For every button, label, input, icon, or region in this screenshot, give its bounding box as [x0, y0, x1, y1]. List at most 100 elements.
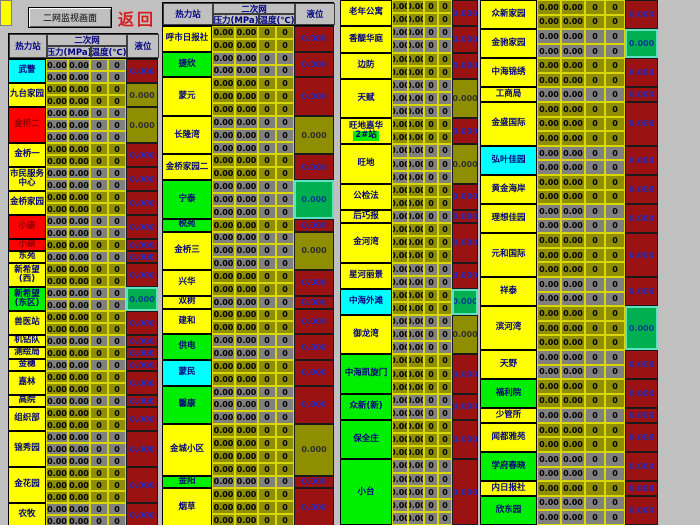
station-cell[interactable]: 市民服务中心 [8, 167, 46, 191]
station-row-group: 元和国际 0.00 0.00 0 0 0.00 0.00 0 0 0.00 0.00 0 0 0.000 [480, 233, 658, 278]
station-cell[interactable]: 组织部 [8, 407, 46, 431]
station-cell[interactable]: 保全庄 [340, 420, 392, 460]
station-cell[interactable]: 老年公寓 [340, 0, 392, 27]
station-cell[interactable]: 内日报社 [480, 481, 537, 496]
pressure-value: 0.00 [561, 0, 585, 15]
temperature-value: 0 [424, 446, 438, 460]
station-cell[interactable]: 金桥三 [162, 231, 212, 271]
station-cell[interactable]: 众新家园 [480, 0, 537, 30]
station-cell[interactable]: 金桥家园二 [162, 154, 212, 181]
temperature-value: 0 [108, 179, 126, 191]
station-cell[interactable]: 捷欣 [162, 51, 212, 78]
station-cell[interactable]: 兴华 [162, 270, 212, 296]
station-cell[interactable]: 元和国际 [480, 233, 537, 278]
station-cell[interactable]: 旺地嘉华 2#站 [340, 118, 392, 145]
station-cell[interactable]: 双树 [162, 295, 212, 309]
station-cell[interactable]: 金盛国际 [480, 102, 537, 146]
station-cell[interactable]: 中海外滩 [340, 288, 392, 315]
station-cell[interactable]: 小康 [8, 215, 46, 239]
temperature-value: 0 [438, 65, 452, 79]
station-cell[interactable]: 众新(新) [340, 393, 392, 420]
station-cell[interactable]: 蒙民 [162, 359, 212, 386]
station-cell[interactable]: 公检法 [340, 183, 392, 210]
station-cell[interactable]: 后巧报 [340, 210, 392, 224]
station-cell[interactable]: 金城小区 [162, 424, 212, 476]
station-cell[interactable]: 测绘局 [8, 347, 46, 359]
station-cell[interactable]: 金花园 [8, 467, 46, 503]
station-cell[interactable]: 金桥一 [8, 143, 46, 167]
station-row-group: 金桥家园二 0.00 0.00 0 0 0.00 0.00 0 0 0.000 [162, 154, 334, 181]
station-cell[interactable]: 金桥家园 [8, 191, 46, 215]
temperature-value: 0 [585, 320, 605, 336]
temperature-value: 0 [585, 277, 605, 292]
station-cell[interactable]: 弘叶佳园 [480, 145, 537, 175]
station-cell[interactable]: 九台家园 [8, 83, 46, 107]
station-cell[interactable]: 蒙元 [162, 77, 212, 116]
station-cell[interactable]: 新希望(西) [8, 263, 46, 287]
pressure-value: 0.00 [561, 160, 585, 175]
station-cell[interactable]: 新希望(东区) [8, 287, 46, 311]
station-cell[interactable]: 小台 [340, 459, 392, 525]
station-cell[interactable]: 金桥二 [8, 107, 46, 143]
station-cell[interactable]: 武警 [8, 59, 46, 83]
station-cell[interactable]: 工商局 [480, 87, 537, 103]
station-cell[interactable]: 天赋 [340, 78, 392, 119]
station-cell[interactable]: 边防 [340, 52, 392, 79]
station-cell[interactable]: 高院 [8, 395, 46, 407]
temperature-value: 0 [585, 204, 605, 219]
station-cell[interactable]: 金河湾 [340, 223, 392, 263]
station-row-group: 兴华 0.00 0.00 0 0 0.00 0.00 0 0 0.000 [162, 270, 334, 296]
station-cell[interactable]: 闻都雅苑 [480, 422, 537, 452]
station-cell[interactable]: 农牧 [8, 503, 46, 525]
return-link[interactable]: 返回 [118, 10, 157, 29]
temperature-value: 0 [585, 218, 605, 234]
pressure-value: 0.00 [68, 455, 90, 467]
station-cell[interactable]: 兽医站 [8, 311, 46, 335]
station-cell[interactable]: 小康 [8, 239, 46, 251]
station-cell[interactable]: 理想佳园 [480, 204, 537, 234]
station-cell[interactable]: 星河丽景 [340, 262, 392, 289]
station-cell[interactable]: 机钻队 [8, 335, 46, 347]
station-cell[interactable]: 祥泰 [480, 277, 537, 307]
station-cell[interactable]: 滨河湾 [480, 306, 537, 350]
station-cell[interactable]: 学府春晓 [480, 451, 537, 482]
station-name: 机钻队 [14, 335, 40, 346]
pressure-value: 0.00 [537, 174, 561, 190]
station-cell[interactable]: 呼市日报社 [162, 26, 212, 52]
station-cell[interactable]: 香醍华庭 [340, 26, 392, 53]
temperature-value: 0 [276, 488, 294, 502]
station-cell[interactable]: 金阳 [162, 475, 212, 489]
station-cell[interactable]: 烟草 [162, 488, 212, 525]
station-cell[interactable]: 宁泰 [162, 180, 212, 219]
pressure-value: 0.00 [392, 105, 408, 119]
station-cell[interactable]: 御龙湾 [340, 315, 392, 355]
station-cell[interactable]: 嘉林 [8, 371, 46, 395]
station-cell[interactable]: 建和 [162, 308, 212, 335]
station-cell[interactable]: 黄金海岸 [480, 174, 537, 205]
station-cell[interactable]: 馨康 [162, 385, 212, 425]
station-cell[interactable]: 中海凯旋门 [340, 354, 392, 394]
station-cell[interactable]: 金驰家园 [480, 29, 537, 59]
station-cell[interactable]: 少管所 [480, 408, 537, 423]
station-cell[interactable]: 长隆湾 [162, 115, 212, 155]
station-cell[interactable]: 税苑 [162, 218, 212, 232]
station-cell[interactable]: 旺地 [340, 144, 392, 184]
pressure-value: 0.00 [537, 102, 561, 117]
station-cell[interactable]: 天野 [480, 349, 537, 380]
secondary-network-monitor-button[interactable]: 二网监视画面 [28, 7, 112, 28]
station-cell[interactable]: 欣东园 [480, 495, 537, 525]
station-cell[interactable]: 东苑 [8, 251, 46, 263]
station-cell[interactable]: 福利院 [480, 379, 537, 409]
station-cell[interactable]: 供电 [162, 334, 212, 360]
station-cell[interactable]: 锦秀园 [8, 431, 46, 467]
station-cell[interactable]: 中海锦绣 [480, 58, 537, 88]
pressure-value: 0.00 [46, 515, 68, 525]
station-cell[interactable]: 金穗 [8, 359, 46, 371]
